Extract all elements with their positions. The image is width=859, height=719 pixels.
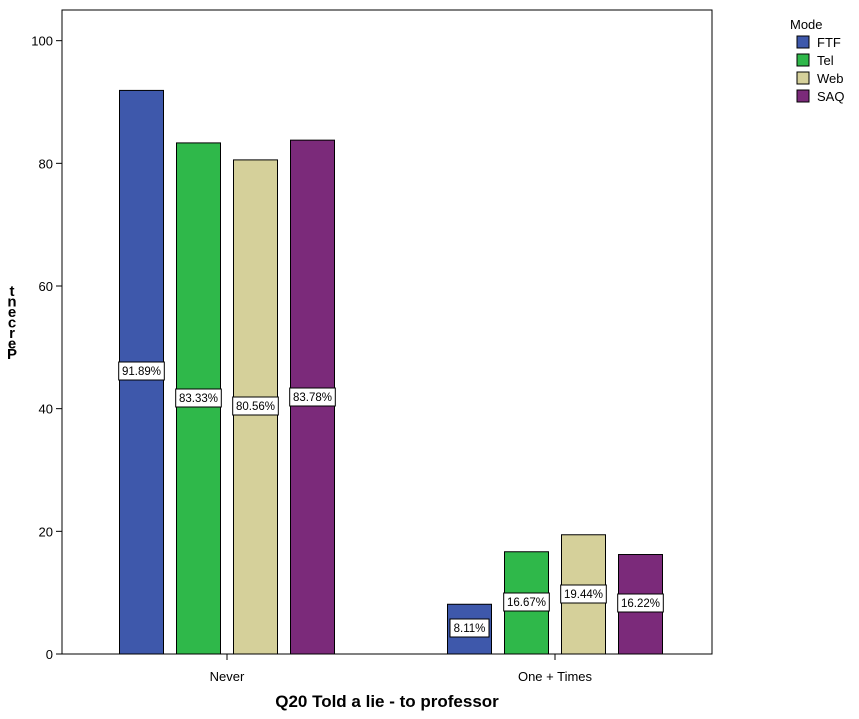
bars-group [119,89,663,655]
legend-swatch [796,89,810,103]
y-axis-title-char: e [8,304,16,321]
x-tick-label: One + Times [518,669,593,684]
y-axis-title-char: r [9,325,15,342]
x-axis: Never One + Times [210,654,593,684]
data-label-box [289,387,336,407]
data-label: 80.56% [236,401,275,413]
legend: Mode FTF Tel Web SAQ [790,17,844,104]
y-axis: 0 20 40 60 80 100 [31,34,62,662]
legend-item-label: Tel [817,53,834,68]
y-tick-label: 40 [39,402,53,417]
data-label-box [118,361,165,381]
legend-title: Mode [790,17,823,32]
data-label-box [449,618,490,638]
data-label: 16.22% [621,598,660,610]
y-axis-title-char: P [7,346,17,363]
plot-frame [61,9,713,655]
y-tick-label: 20 [39,524,53,539]
legend-item-label: SAQ [817,89,844,104]
legend-item-label: FTF [817,35,841,50]
data-label-box [617,593,664,613]
y-tick-label: 0 [46,647,53,662]
y-axis-title-char: c [8,315,16,332]
x-axis-title: Q20 Told a lie - to professor [275,692,499,711]
y-tick-label: 100 [31,34,53,49]
legend-swatch [796,35,810,49]
y-axis-title-char: e [8,336,16,353]
y-tick-label: 60 [39,279,53,294]
y-axis-title-char: t [10,283,15,300]
data-label-box [232,396,279,416]
x-tick-label: Never [210,669,245,684]
y-tick-label: 80 [39,156,53,171]
data-label-box [175,388,222,408]
data-label: 91.89% [122,366,161,378]
legend-swatch [796,53,810,67]
legend-item-label: Web [817,71,844,86]
data-labels-group: 91.89% 83.33% 80.56% 83.78% 8.11% 16.67% 19.44… [118,361,664,638]
y-axis-title-char: n [7,294,16,311]
data-label: 19.44% [564,589,603,601]
data-label-box [503,592,550,612]
data-label-box [560,584,607,604]
legend-swatch [796,71,810,85]
data-label: 8.11% [454,623,486,635]
data-label: 16.67% [507,597,546,609]
data-label: 83.33% [179,393,218,405]
data-label: 83.78% [293,392,332,404]
